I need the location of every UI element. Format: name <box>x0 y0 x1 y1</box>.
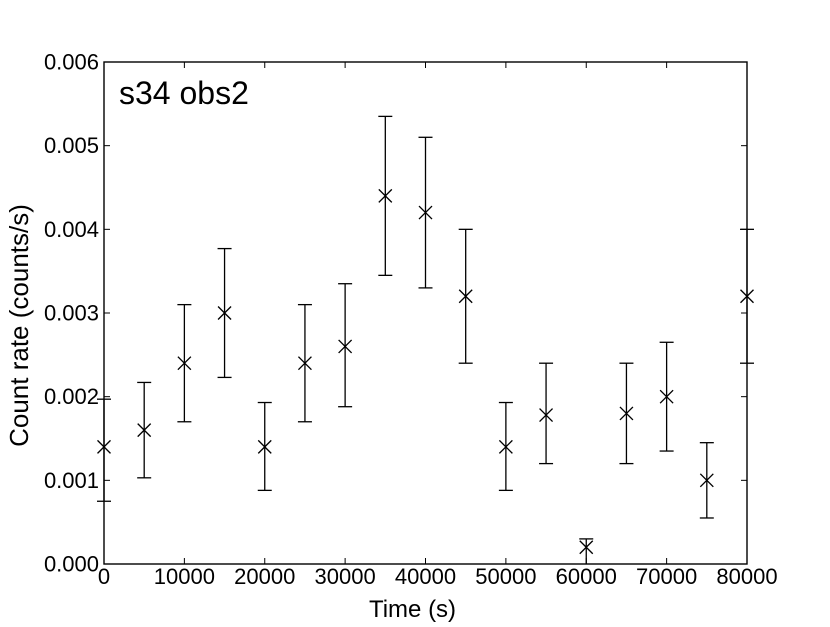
svg-text:80000: 80000 <box>716 564 777 589</box>
svg-text:30000: 30000 <box>315 564 376 589</box>
svg-text:0.004: 0.004 <box>44 217 99 242</box>
svg-text:70000: 70000 <box>636 564 697 589</box>
svg-text:0: 0 <box>98 564 110 589</box>
svg-text:40000: 40000 <box>395 564 456 589</box>
svg-text:0.005: 0.005 <box>44 133 99 158</box>
svg-text:0.002: 0.002 <box>44 384 99 409</box>
svg-text:10000: 10000 <box>154 564 215 589</box>
svg-text:0.000: 0.000 <box>44 552 99 577</box>
svg-text:s34 obs2: s34 obs2 <box>119 75 249 111</box>
svg-text:0.006: 0.006 <box>44 50 99 75</box>
svg-text:50000: 50000 <box>475 564 536 589</box>
svg-text:Count rate (counts/s): Count rate (counts/s) <box>4 204 34 447</box>
svg-text:Time (s): Time (s) <box>369 596 456 623</box>
svg-text:20000: 20000 <box>234 564 295 589</box>
svg-text:60000: 60000 <box>556 564 617 589</box>
svg-text:0.003: 0.003 <box>44 301 99 326</box>
svg-text:0.001: 0.001 <box>44 468 99 493</box>
